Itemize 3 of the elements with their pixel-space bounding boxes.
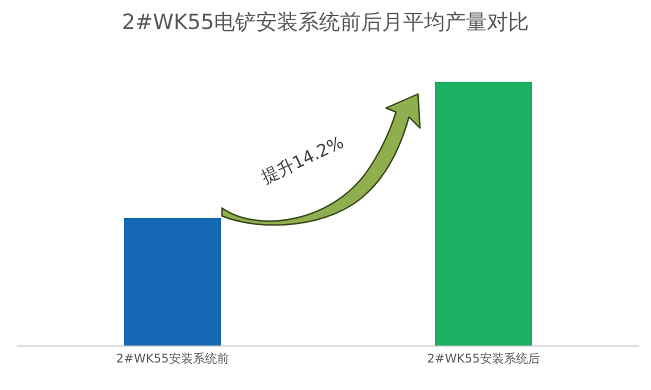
chart-title: 2#WK55电铲安装系统前后月平均产量对比 xyxy=(120,9,530,36)
x-tick-label: 2#WK55安装系统前 xyxy=(116,352,229,366)
x-tick-label: 2#WK55安装系统后 xyxy=(427,352,540,366)
